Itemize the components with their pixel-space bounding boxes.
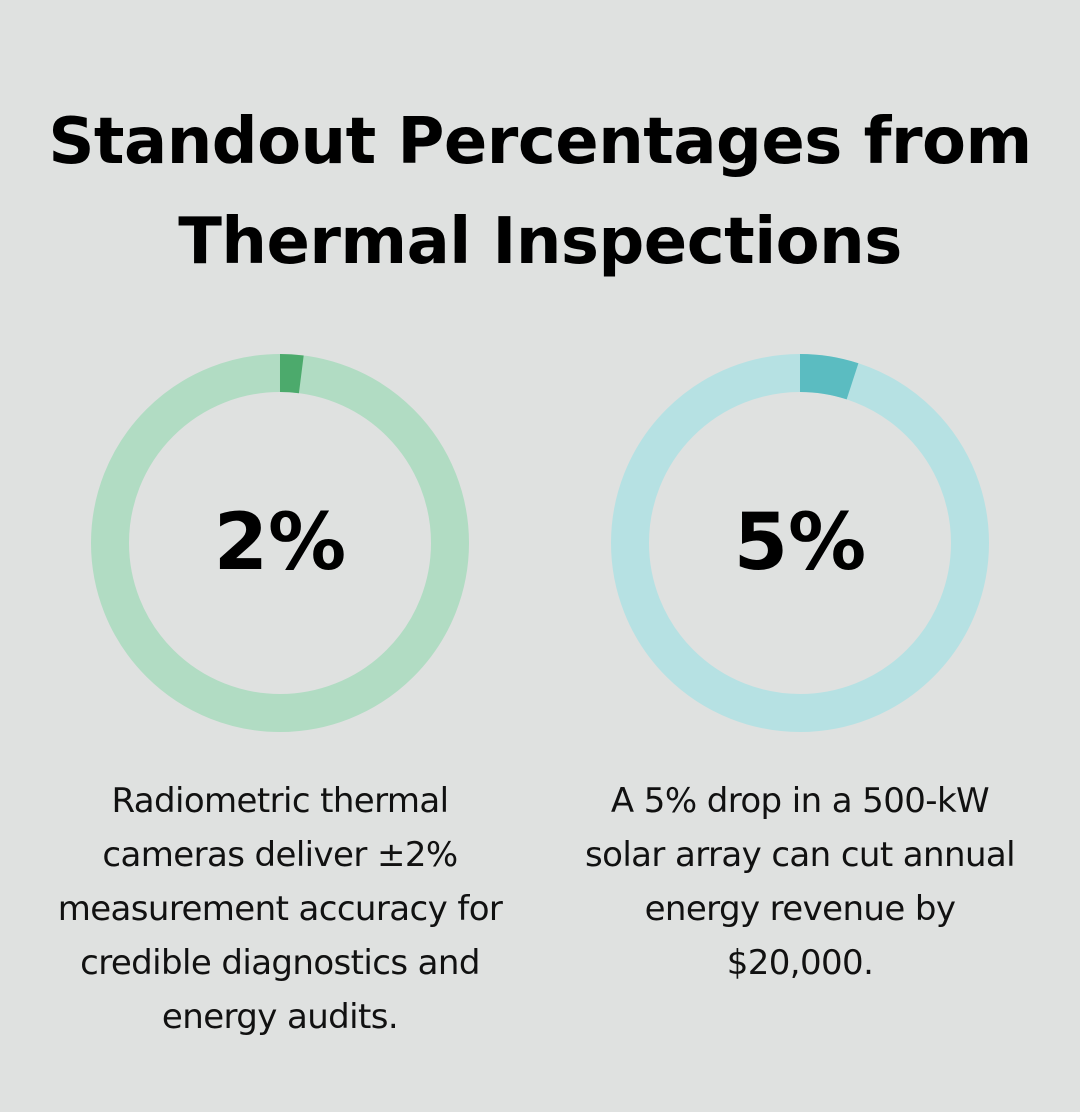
donut-chart-1: 2% [91,354,469,732]
page-title: Standout Percentages from Thermal Inspec… [0,92,1080,292]
donut-value-label-2: 5% [734,498,866,588]
donut-caption-1: Radiometric thermal cameras deliver ±2% … [57,781,503,1037]
donut-value-label-1: 2% [214,498,346,588]
page-title-line-2: Thermal Inspections [178,205,902,279]
donut-caption-2: A 5% drop in a 500-kW solar array can cu… [585,781,1016,983]
donut-chart-2: 5% [611,354,989,732]
donut-value-arc-1 [279,354,304,394]
donut-value-arc-2 [799,354,859,400]
page-title-line-1: Standout Percentages from [48,105,1032,179]
